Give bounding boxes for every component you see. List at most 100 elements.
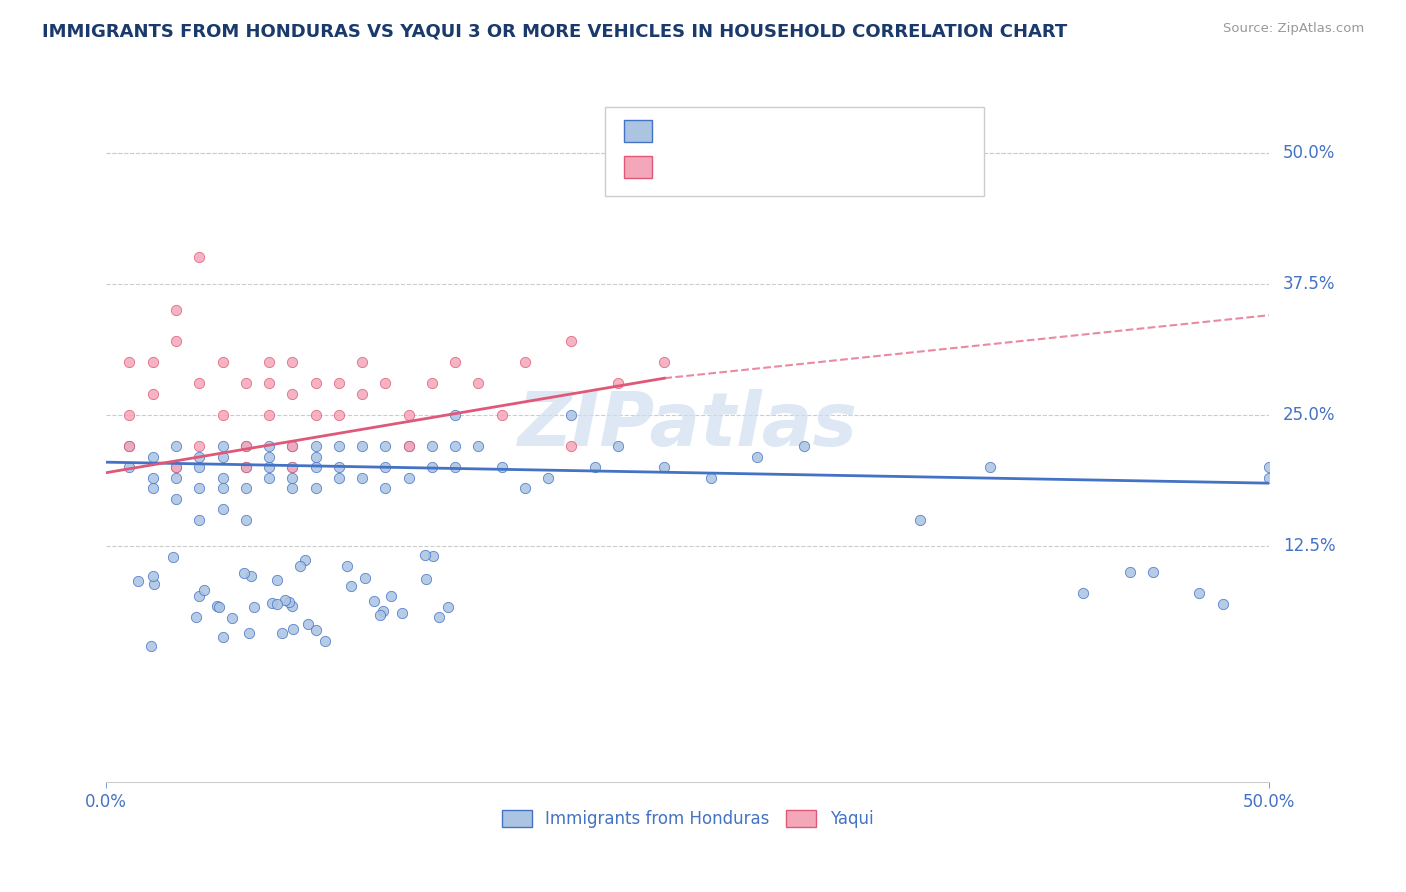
Point	[304, 439, 326, 453]
Point	[654, 355, 676, 369]
Point	[391, 607, 413, 621]
Point	[304, 460, 326, 475]
Point	[188, 439, 211, 453]
Point	[211, 482, 233, 496]
Point	[1188, 586, 1211, 600]
Point	[233, 566, 256, 580]
Point	[374, 460, 396, 475]
Point	[211, 450, 233, 464]
Point	[142, 482, 165, 496]
Point	[491, 460, 513, 475]
Point	[979, 460, 1001, 475]
Point	[278, 595, 301, 609]
Point	[205, 599, 228, 613]
Point	[165, 334, 187, 349]
Point	[118, 439, 141, 453]
Point	[1118, 566, 1140, 580]
Point	[235, 460, 257, 475]
Point	[352, 387, 374, 401]
Point	[235, 460, 257, 475]
Point	[398, 408, 420, 422]
Point	[444, 408, 467, 422]
Point	[257, 408, 280, 422]
Point	[491, 408, 513, 422]
Point	[467, 439, 489, 453]
Point	[165, 460, 187, 475]
Point	[560, 408, 582, 422]
Point	[513, 355, 536, 369]
Point	[560, 439, 582, 453]
Point	[239, 569, 262, 583]
Point	[537, 471, 560, 485]
Point	[328, 460, 350, 475]
Text: 25.0%: 25.0%	[1284, 406, 1336, 424]
Point	[162, 549, 184, 564]
Point	[281, 387, 304, 401]
Point	[281, 599, 304, 613]
Point	[328, 471, 350, 485]
Point	[235, 513, 257, 527]
Point	[437, 599, 460, 614]
Point	[165, 460, 187, 475]
Point	[118, 439, 141, 453]
Text: R = -0.036   N = 69: R = -0.036 N = 69	[658, 122, 821, 140]
Point	[188, 376, 211, 391]
Point	[374, 376, 396, 391]
Point	[305, 624, 328, 638]
Point	[747, 450, 769, 464]
Point	[281, 471, 304, 485]
Point	[127, 574, 149, 589]
Text: 50.0%: 50.0%	[1284, 144, 1336, 161]
Point	[211, 471, 233, 485]
Point	[420, 439, 443, 453]
Point	[606, 439, 628, 453]
Point	[606, 376, 628, 391]
Point	[211, 502, 233, 516]
Point	[188, 460, 211, 475]
Point	[1258, 471, 1281, 485]
Point	[165, 302, 187, 317]
Point	[1258, 460, 1281, 475]
Point	[235, 439, 257, 453]
Point	[294, 553, 316, 567]
Point	[374, 439, 396, 453]
Point	[444, 439, 467, 453]
Point	[297, 616, 319, 631]
Point	[281, 460, 304, 475]
Point	[288, 558, 311, 573]
Point	[221, 610, 243, 624]
Point	[415, 548, 437, 562]
Text: ZIPatlas: ZIPatlas	[517, 389, 858, 462]
Point	[444, 460, 467, 475]
Point	[208, 599, 231, 614]
Point	[328, 439, 350, 453]
Point	[281, 355, 304, 369]
Point	[281, 460, 304, 475]
Point	[422, 549, 444, 563]
Point	[142, 355, 165, 369]
Point	[373, 604, 395, 618]
Point	[328, 408, 350, 422]
Point	[235, 439, 257, 453]
Point	[352, 471, 374, 485]
Point	[257, 439, 280, 453]
Point	[242, 599, 264, 614]
Point	[238, 626, 260, 640]
Point	[118, 355, 141, 369]
Point	[257, 471, 280, 485]
Legend: Immigrants from Honduras, Yaqui: Immigrants from Honduras, Yaqui	[495, 803, 880, 835]
Point	[188, 482, 211, 496]
Point	[257, 450, 280, 464]
Point	[211, 408, 233, 422]
Text: 37.5%: 37.5%	[1284, 275, 1336, 293]
Point	[352, 355, 374, 369]
Point	[304, 408, 326, 422]
Point	[257, 376, 280, 391]
Point	[118, 460, 141, 475]
Point	[193, 582, 215, 597]
Point	[211, 355, 233, 369]
Point	[165, 491, 187, 506]
Point	[398, 471, 420, 485]
Point	[467, 376, 489, 391]
Text: R =  0.136   N = 41: R = 0.136 N = 41	[658, 158, 821, 176]
